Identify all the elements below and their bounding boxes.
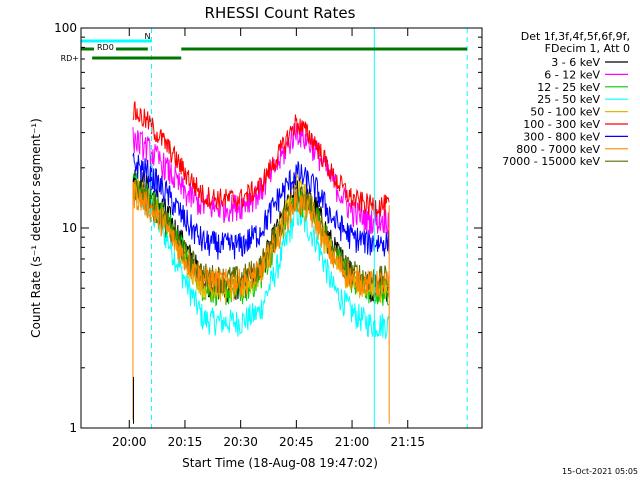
legend-label: 12 - 25 keV: [537, 81, 600, 94]
y-axis: 1 10 100: [54, 21, 482, 435]
x-tick-label: 21:15: [390, 435, 425, 449]
series-line-1: [132, 122, 390, 235]
x-tick-label: 20:00: [112, 435, 147, 449]
series-line-8: [132, 179, 390, 294]
legend-label: 25 - 50 keV: [537, 93, 600, 106]
x-tick-label: 20:30: [223, 435, 258, 449]
series-layer: [132, 101, 390, 424]
legend-label: 6 - 12 keV: [544, 68, 600, 81]
y-tick-label: 1: [69, 421, 77, 435]
chart-title: RHESSI Count Rates: [205, 4, 356, 22]
legend-label: 800 - 7000 keV: [516, 143, 600, 156]
x-tick-label: 20:15: [168, 435, 203, 449]
attenuator-label: RD0: [97, 43, 114, 52]
series-line-3: [132, 179, 390, 340]
legend: Det 1f,3f,4f,5f,6f,9f, FDecim 1, Att 0 3…: [502, 30, 630, 168]
series-line-6: [132, 152, 390, 260]
x-axis-label: Start Time (18-Aug-08 19:47:02): [182, 456, 378, 470]
legend-label: 3 - 6 keV: [551, 56, 600, 69]
legend-title-line-2: FDecim 1, Att 0: [545, 42, 630, 55]
footer-timestamp: 15-Oct-2021 05:05: [562, 467, 638, 476]
legend-label: 300 - 800 keV: [523, 130, 600, 143]
series-line-7: [132, 181, 390, 299]
legend-label: 7000 - 15000 keV: [502, 155, 600, 168]
series-line-5: [132, 101, 390, 218]
legend-label: 50 - 100 keV: [530, 106, 600, 119]
x-tick-label: 21:00: [335, 435, 370, 449]
y-tick-label: 100: [54, 21, 77, 35]
attenuator-label-bg: [94, 43, 116, 53]
y-axis-label: Count Rate (s⁻¹ detector segment⁻¹): [29, 118, 43, 338]
x-axis: 20:00 20:15 20:30 20:45 21:00 21:15: [112, 28, 425, 449]
attenuator-label: RD+: [61, 54, 79, 63]
legend-title-line-1: Det 1f,3f,4f,5f,6f,9f,: [521, 30, 630, 43]
y-tick-label: 10: [62, 221, 77, 235]
attenuator-label: N: [145, 32, 151, 41]
legend-label: 100 - 300 keV: [523, 118, 600, 131]
x-tick-label: 20:45: [279, 435, 314, 449]
